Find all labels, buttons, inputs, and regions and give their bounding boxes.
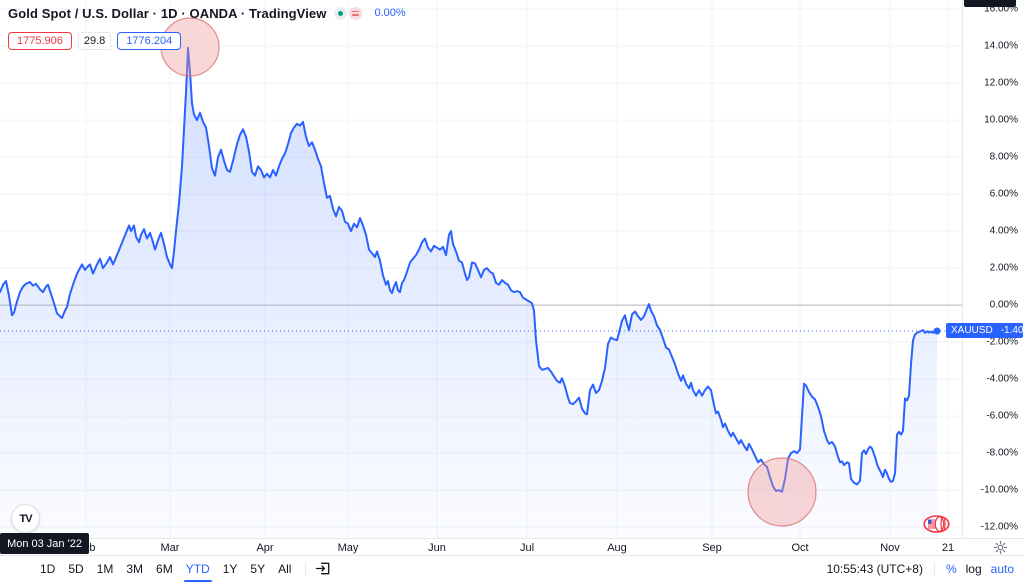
x-axis-tick: Aug — [607, 542, 627, 554]
range-button-all[interactable]: All — [278, 561, 292, 576]
symbol-title[interactable]: Gold Spot / U.S. Dollar · 1D · OANDA · T… — [8, 5, 327, 21]
time-axis[interactable]: Mon 03 Jan '22 FebMarAprMayJunJulAugSepO… — [0, 533, 1024, 555]
y-axis-tick: 4.00% — [989, 225, 1018, 237]
go-to-date-icon[interactable] — [314, 560, 332, 578]
x-axis-tick: 21 — [941, 542, 955, 554]
range-button-1m[interactable]: 1M — [96, 561, 114, 576]
last-price-marker — [933, 327, 941, 335]
y-axis-tick: -4.00% — [986, 373, 1018, 385]
range-button-ytd[interactable]: YTD — [180, 560, 216, 582]
y-axis-tick: 12.00% — [984, 77, 1018, 89]
auto-scale-toggle[interactable]: auto — [990, 561, 1014, 576]
log-scale-toggle[interactable]: log — [965, 561, 982, 576]
x-axis-tick: Nov — [880, 542, 900, 554]
y-axis-tick: 16.00% — [984, 3, 1018, 15]
data-notice-icon[interactable] — [349, 6, 363, 20]
range-button-6m[interactable]: 6M — [156, 561, 173, 576]
range-button-5d[interactable]: 5D — [68, 561, 84, 576]
chart-legend: Gold Spot / U.S. Dollar · 1D · OANDA · T… — [8, 4, 406, 50]
area-fill — [0, 47, 937, 538]
us-market-globe-icon[interactable] — [923, 515, 950, 538]
y-axis-tick: 2.00% — [989, 262, 1018, 274]
crosshair-date-label: Mon 03 Jan '22 — [0, 533, 89, 554]
crosshair-price-label-partial — [964, 0, 1016, 7]
x-axis-tick: Oct — [791, 542, 809, 554]
y-axis-tick: -8.00% — [986, 447, 1018, 459]
y-axis-tick: -10.00% — [980, 484, 1018, 496]
y-axis-tick: 0.00% — [989, 299, 1018, 311]
range-button-3m[interactable]: 3M — [126, 561, 144, 576]
x-axis-tick: May — [337, 542, 359, 554]
toolbar-divider — [305, 561, 307, 576]
percent-scale-toggle[interactable]: % — [945, 561, 957, 576]
bottom-toolbar: 1D 5D 1M 3M 6M YTD 1Y 5Y All 10:55:43 (UTC+8) % … — [0, 555, 1024, 582]
ask-price-button[interactable]: 1776.204 — [117, 32, 182, 50]
market-status-icon[interactable] — [334, 6, 348, 20]
change-percent: 0.00% — [374, 7, 406, 19]
spread-value: 29.8 — [77, 32, 112, 50]
range-button-1d[interactable]: 1D — [40, 561, 56, 576]
last-price-symbol: XAUUSD — [951, 325, 993, 337]
bid-price-button[interactable]: 1775.906 — [8, 32, 72, 50]
x-axis-tick: Apr — [256, 542, 274, 554]
tradingview-logo[interactable]: TV — [11, 504, 40, 533]
date-range-switcher: 1D 5D 1M 3M 6M YTD 1Y 5Y All — [0, 560, 297, 582]
y-axis-tick: -12.00% — [980, 521, 1018, 533]
y-axis-tick: -2.00% — [986, 336, 1018, 348]
toolbar-divider — [933, 561, 935, 576]
last-price-label: XAUUSD -1.40% — [946, 323, 1024, 339]
range-button-1y[interactable]: 1Y — [222, 561, 238, 576]
price-axis[interactable]: 16.00% 14.00% 12.00% 10.00% 8.00% 6.00% 4.00% 2… — [962, 0, 1024, 538]
price-line — [0, 46, 938, 493]
x-axis-tick: Sep — [702, 542, 722, 554]
y-axis-tick: 8.00% — [989, 151, 1018, 163]
x-axis-tick: Jun — [428, 542, 446, 554]
y-axis-tick: 6.00% — [989, 188, 1018, 200]
session-clock[interactable]: 10:55:43 (UTC+8) — [826, 561, 923, 576]
y-axis-tick: -6.00% — [986, 410, 1018, 422]
highlight-circle-annotation — [747, 457, 817, 527]
chart-canvas[interactable] — [0, 0, 962, 538]
x-axis-tick: Mar — [160, 542, 180, 554]
range-button-5y[interactable]: 5Y — [250, 561, 266, 576]
x-axis-tick: Jul — [519, 542, 535, 554]
last-price-value: -1.40% — [1000, 325, 1024, 337]
y-axis-tick: 14.00% — [984, 40, 1018, 52]
gear-icon[interactable] — [993, 540, 1008, 555]
y-axis-tick: 10.00% — [984, 114, 1018, 126]
